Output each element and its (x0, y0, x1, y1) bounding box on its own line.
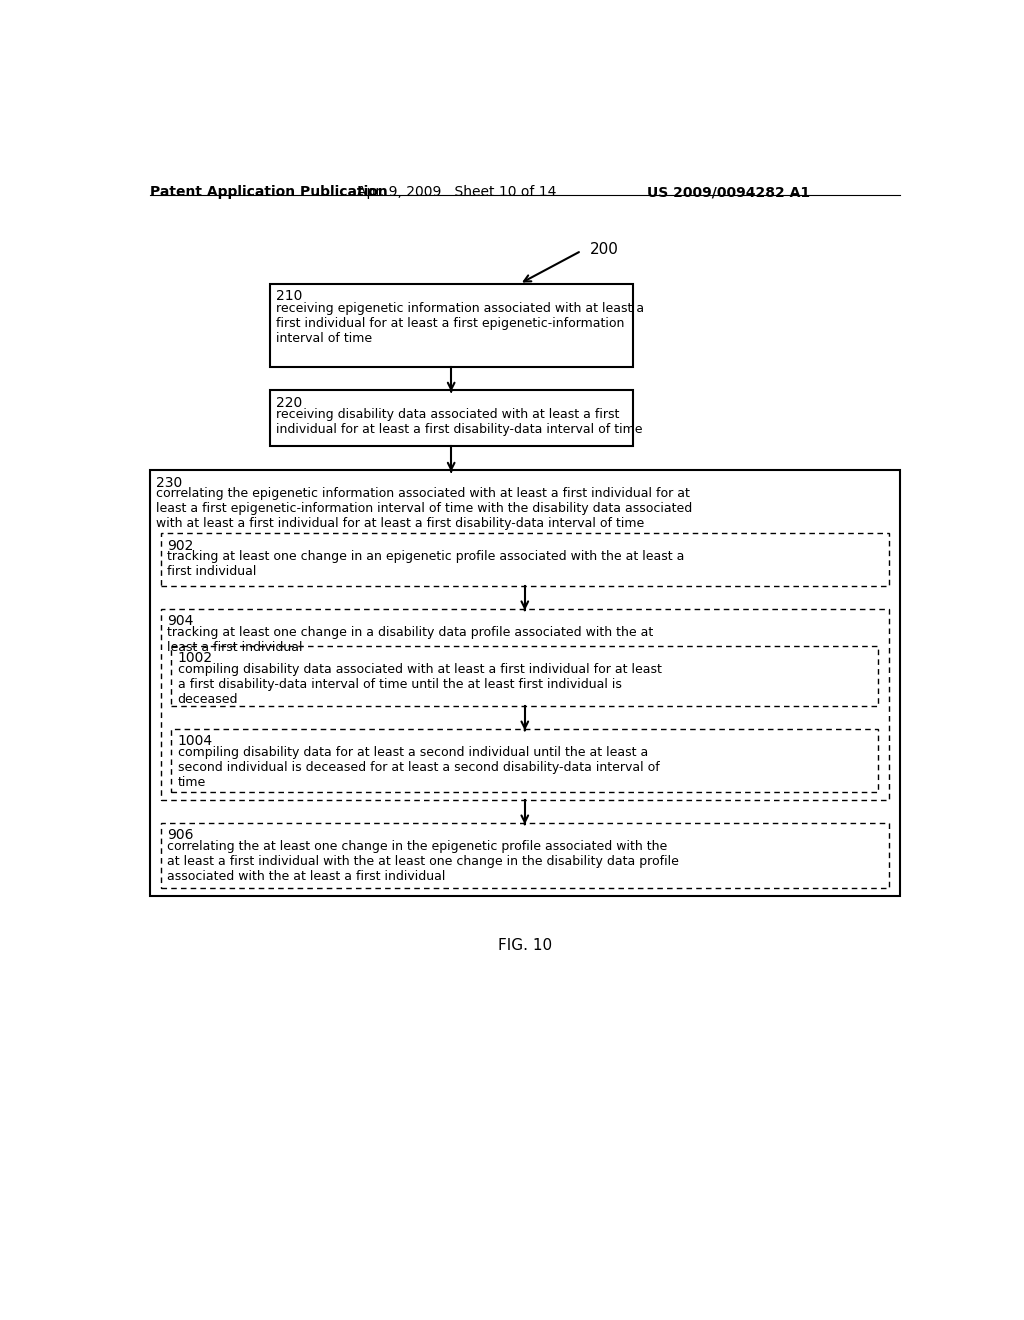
Text: 210: 210 (276, 289, 302, 304)
Bar (270, 284, 633, 367)
Text: compiling disability data associated with at least a first individual for at lea: compiling disability data associated wit… (177, 663, 662, 706)
Text: tracking at least one change in a disability data profile associated with the at: tracking at least one change in a disabi… (167, 626, 653, 653)
Text: 902: 902 (167, 539, 194, 553)
Text: receiving disability data associated with at least a first
individual for at lea: receiving disability data associated wit… (276, 408, 642, 436)
Text: 220: 220 (276, 396, 302, 409)
Text: Patent Application Publication: Patent Application Publication (150, 185, 387, 199)
Text: compiling disability data for at least a second individual until the at least a
: compiling disability data for at least a… (177, 746, 659, 789)
Text: 904: 904 (167, 614, 194, 628)
Text: receiving epigenetic information associated with at least a
first individual for: receiving epigenetic information associa… (276, 302, 644, 345)
Bar (161, 533, 889, 586)
Bar (171, 729, 879, 792)
Bar (161, 609, 889, 800)
Text: US 2009/0094282 A1: US 2009/0094282 A1 (647, 185, 810, 199)
Text: FIG. 10: FIG. 10 (498, 939, 552, 953)
Text: correlating the at least one change in the epigenetic profile associated with th: correlating the at least one change in t… (167, 840, 679, 883)
Text: 906: 906 (167, 829, 194, 842)
Text: 200: 200 (590, 242, 618, 256)
Text: Apr. 9, 2009   Sheet 10 of 14: Apr. 9, 2009 Sheet 10 of 14 (356, 185, 556, 199)
Bar (150, 470, 900, 896)
Text: 1002: 1002 (177, 651, 213, 665)
Text: correlating the epigenetic information associated with at least a first individu: correlating the epigenetic information a… (156, 487, 692, 531)
Text: tracking at least one change in an epigenetic profile associated with the at lea: tracking at least one change in an epige… (167, 550, 684, 578)
Text: 230: 230 (156, 475, 182, 490)
Text: 1004: 1004 (177, 734, 213, 748)
Bar (270, 391, 633, 446)
Bar (171, 645, 879, 706)
Bar (161, 822, 889, 888)
